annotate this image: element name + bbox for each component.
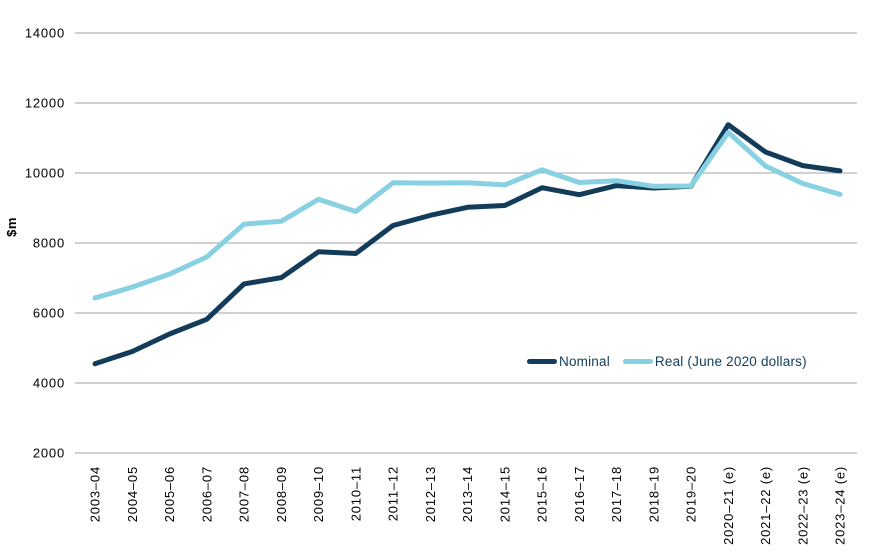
- y-tick-label: 10000: [25, 166, 65, 181]
- legend-item-real: Real (June 2020 dollars): [622, 354, 807, 369]
- x-tick-label: 2019–20: [684, 466, 699, 522]
- x-tick-label: 2004–05: [125, 466, 140, 522]
- nominal-line-swatch: [527, 359, 557, 365]
- x-tick-label: 2020–21 (e): [721, 466, 736, 545]
- y-tick-label: 14000: [25, 26, 65, 41]
- x-tick-label: 2008–09: [274, 466, 289, 522]
- x-tick-label: 2011–12: [386, 466, 401, 521]
- y-tick-label: 12000: [25, 96, 65, 111]
- x-tick-label: 2005–06: [162, 466, 177, 522]
- real-line-swatch: [622, 359, 653, 365]
- x-tick-label: 2012–13: [423, 466, 438, 522]
- x-tick-label: 2007–08: [237, 466, 252, 522]
- x-tick-label: 2016–17: [572, 466, 587, 522]
- y-axis-title: $m: [4, 217, 19, 237]
- series-line-nominal: [92, 122, 843, 367]
- y-tick-label: 4000: [33, 376, 65, 391]
- chart-legend: Nominal Real (June 2020 dollars): [527, 355, 807, 369]
- x-tick-label: 2006–07: [199, 466, 214, 522]
- x-tick-label: 2003–04: [88, 466, 103, 522]
- x-tick-label: 2014–15: [497, 466, 512, 522]
- legend-label-nominal: Nominal: [559, 354, 610, 369]
- x-tick-label: 2013–14: [460, 466, 475, 522]
- x-tick-label: 2017–18: [609, 466, 624, 522]
- x-tick-label: 2015–16: [535, 466, 550, 522]
- x-tick-label: 2018–19: [646, 466, 661, 522]
- series-line-real: [92, 129, 843, 301]
- y-tick-label: 6000: [33, 306, 65, 321]
- legend-item-nominal: Nominal: [527, 355, 610, 369]
- x-tick-label: 2021–22 (e): [758, 466, 773, 545]
- legend-label-real: Real (June 2020 dollars): [654, 354, 807, 369]
- x-tick-label: 2010–11: [348, 466, 363, 521]
- y-tick-label: 2000: [33, 446, 65, 461]
- y-tick-label: 8000: [33, 236, 65, 251]
- x-tick-label: 2009–10: [311, 466, 326, 522]
- x-tick-label: 2022–23 (e): [795, 466, 810, 545]
- x-tick-label: 2023–24 (e): [833, 466, 848, 545]
